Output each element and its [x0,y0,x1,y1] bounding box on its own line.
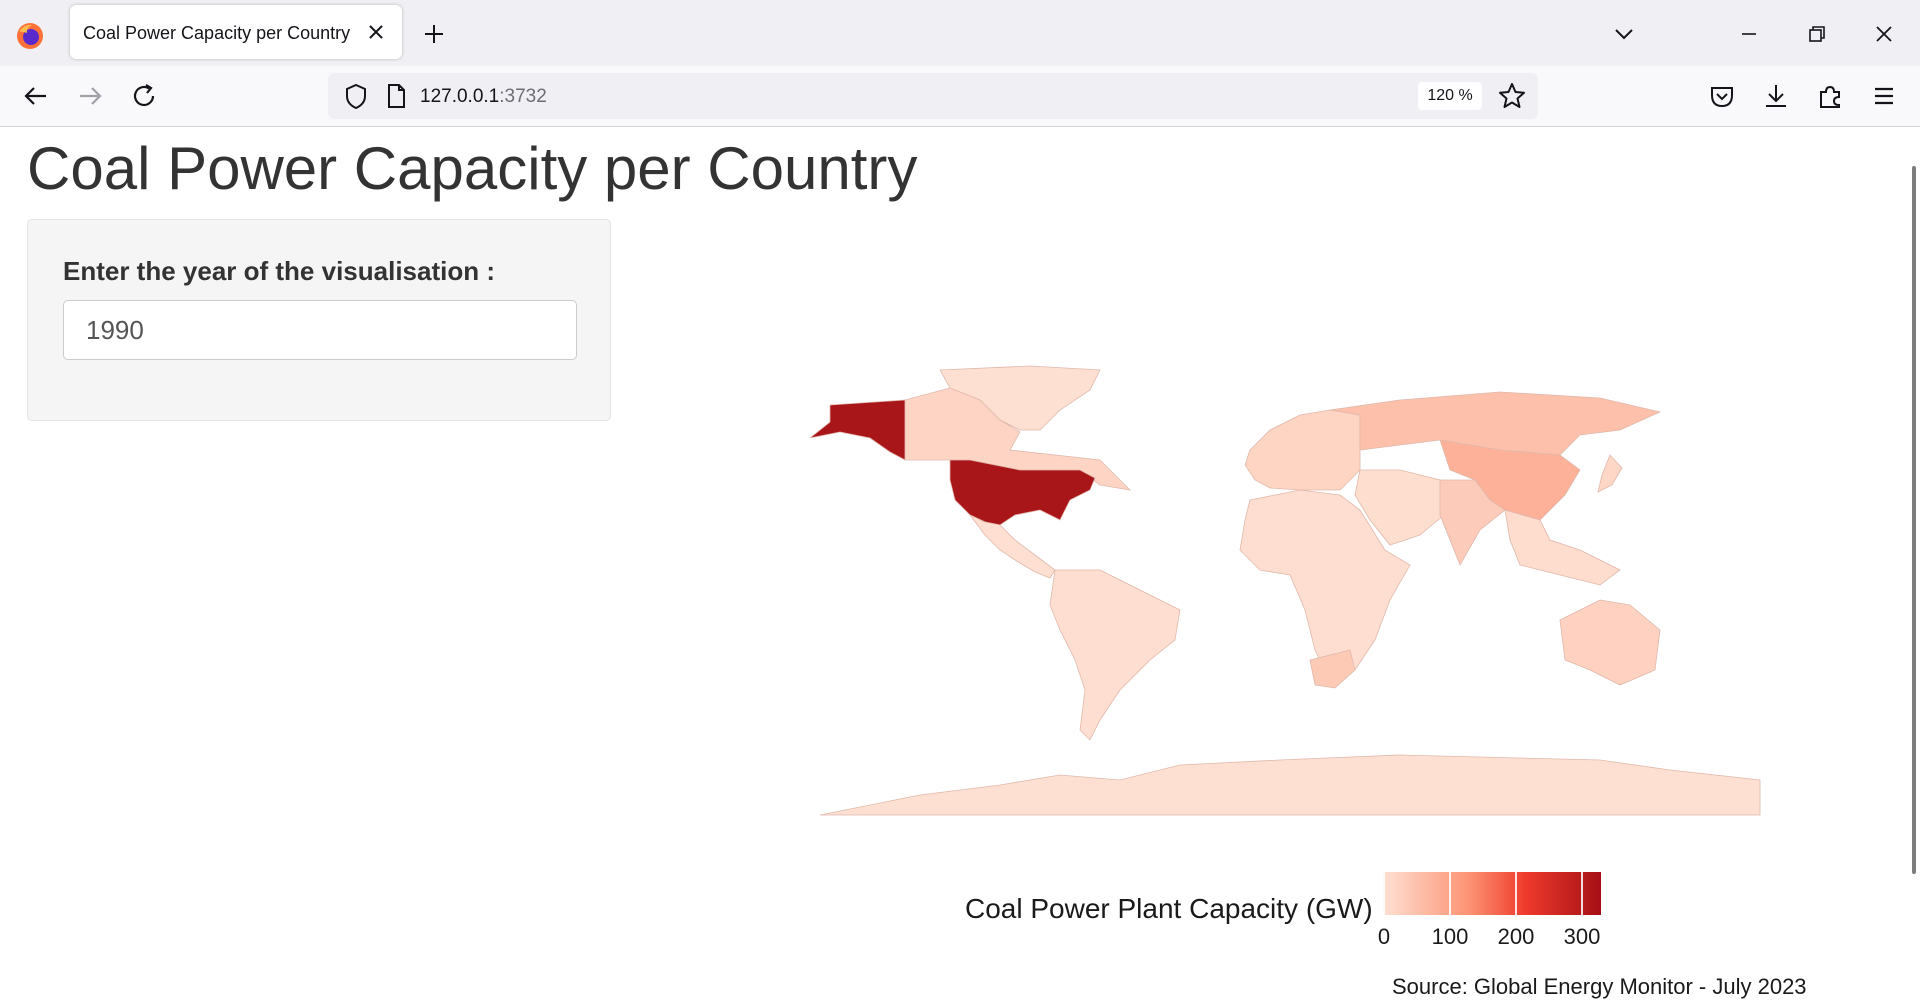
legend-tick-mark [1515,872,1517,915]
page-icon[interactable] [380,80,412,112]
legend-tick-mark [1581,872,1583,915]
bookmark-star-icon[interactable] [1496,80,1528,112]
map-region-europe [1244,409,1361,491]
map-region-antarctica [819,754,1761,816]
legend-title: Coal Power Plant Capacity (GW) [965,893,1373,924]
map-region-south-america [1049,569,1181,741]
map-region-united-states [949,459,1096,526]
year-input-label: Enter the year of the visualisation : [63,256,495,286]
download-icon[interactable] [1760,80,1792,112]
year-input[interactable] [63,300,577,360]
back-arrow-icon[interactable] [20,80,52,112]
legend-tick-label: 300 [1563,924,1601,949]
map-region-russia [1329,391,1662,456]
tab-title: Coal Power Capacity per Country [83,23,351,43]
page-title: Coal Power Capacity per Country [27,135,918,202]
chevron-down-icon[interactable] [1610,20,1638,48]
tab-active[interactable]: Coal Power Capacity per Country [70,5,402,59]
firefox-logo-icon [14,20,46,52]
hamburger-menu-icon[interactable] [1868,80,1900,112]
legend-tick-mark [1449,872,1451,915]
zoom-level-badge[interactable]: 120 % [1418,82,1482,110]
pocket-icon[interactable] [1706,80,1738,112]
source-caption: Source: Global Energy Monitor - July 202… [1392,974,1807,999]
legend-color-bar [1383,872,1601,915]
url-bar[interactable]: 127.0.0.1:3732 120 % [328,73,1538,119]
legend-tick-label: 200 [1497,924,1535,949]
map-region-alaska [809,399,906,461]
map-region-southeast-asia [1504,509,1621,586]
url-host: 127.0.0.1 [420,86,500,107]
map-region-central-america [969,514,1056,579]
navigation-toolbar: 127.0.0.1:3732 120 % [0,66,1920,127]
shield-icon[interactable] [340,80,372,112]
url-port: :3732 [499,86,547,107]
restore-icon[interactable] [1803,20,1831,48]
window-close-icon[interactable] [1870,20,1898,48]
legend-tick-label: 100 [1431,924,1469,949]
sidebar-panel: Enter the year of the visualisation : [27,219,611,421]
map-region-australia [1559,599,1661,686]
new-tab-plus-icon[interactable] [420,20,448,48]
world-map [800,360,1770,820]
legend-tick-mark [1383,872,1385,915]
page-scrollbar[interactable] [1912,166,1916,874]
tab-close-icon[interactable] [362,18,390,46]
forward-arrow-icon[interactable] [74,80,106,112]
legend-tick-label: 0 [1377,924,1391,949]
map-region-japan [1597,454,1623,493]
map-region-middle-east [1354,469,1451,546]
map-region-south-africa [1309,649,1356,689]
url-text: 127.0.0.1:3732 [420,86,547,108]
tab-bar: Coal Power Capacity per Country [0,0,1920,66]
extensions-puzzle-icon[interactable] [1814,80,1846,112]
reload-icon[interactable] [128,80,160,112]
minimize-icon[interactable] [1735,20,1763,48]
